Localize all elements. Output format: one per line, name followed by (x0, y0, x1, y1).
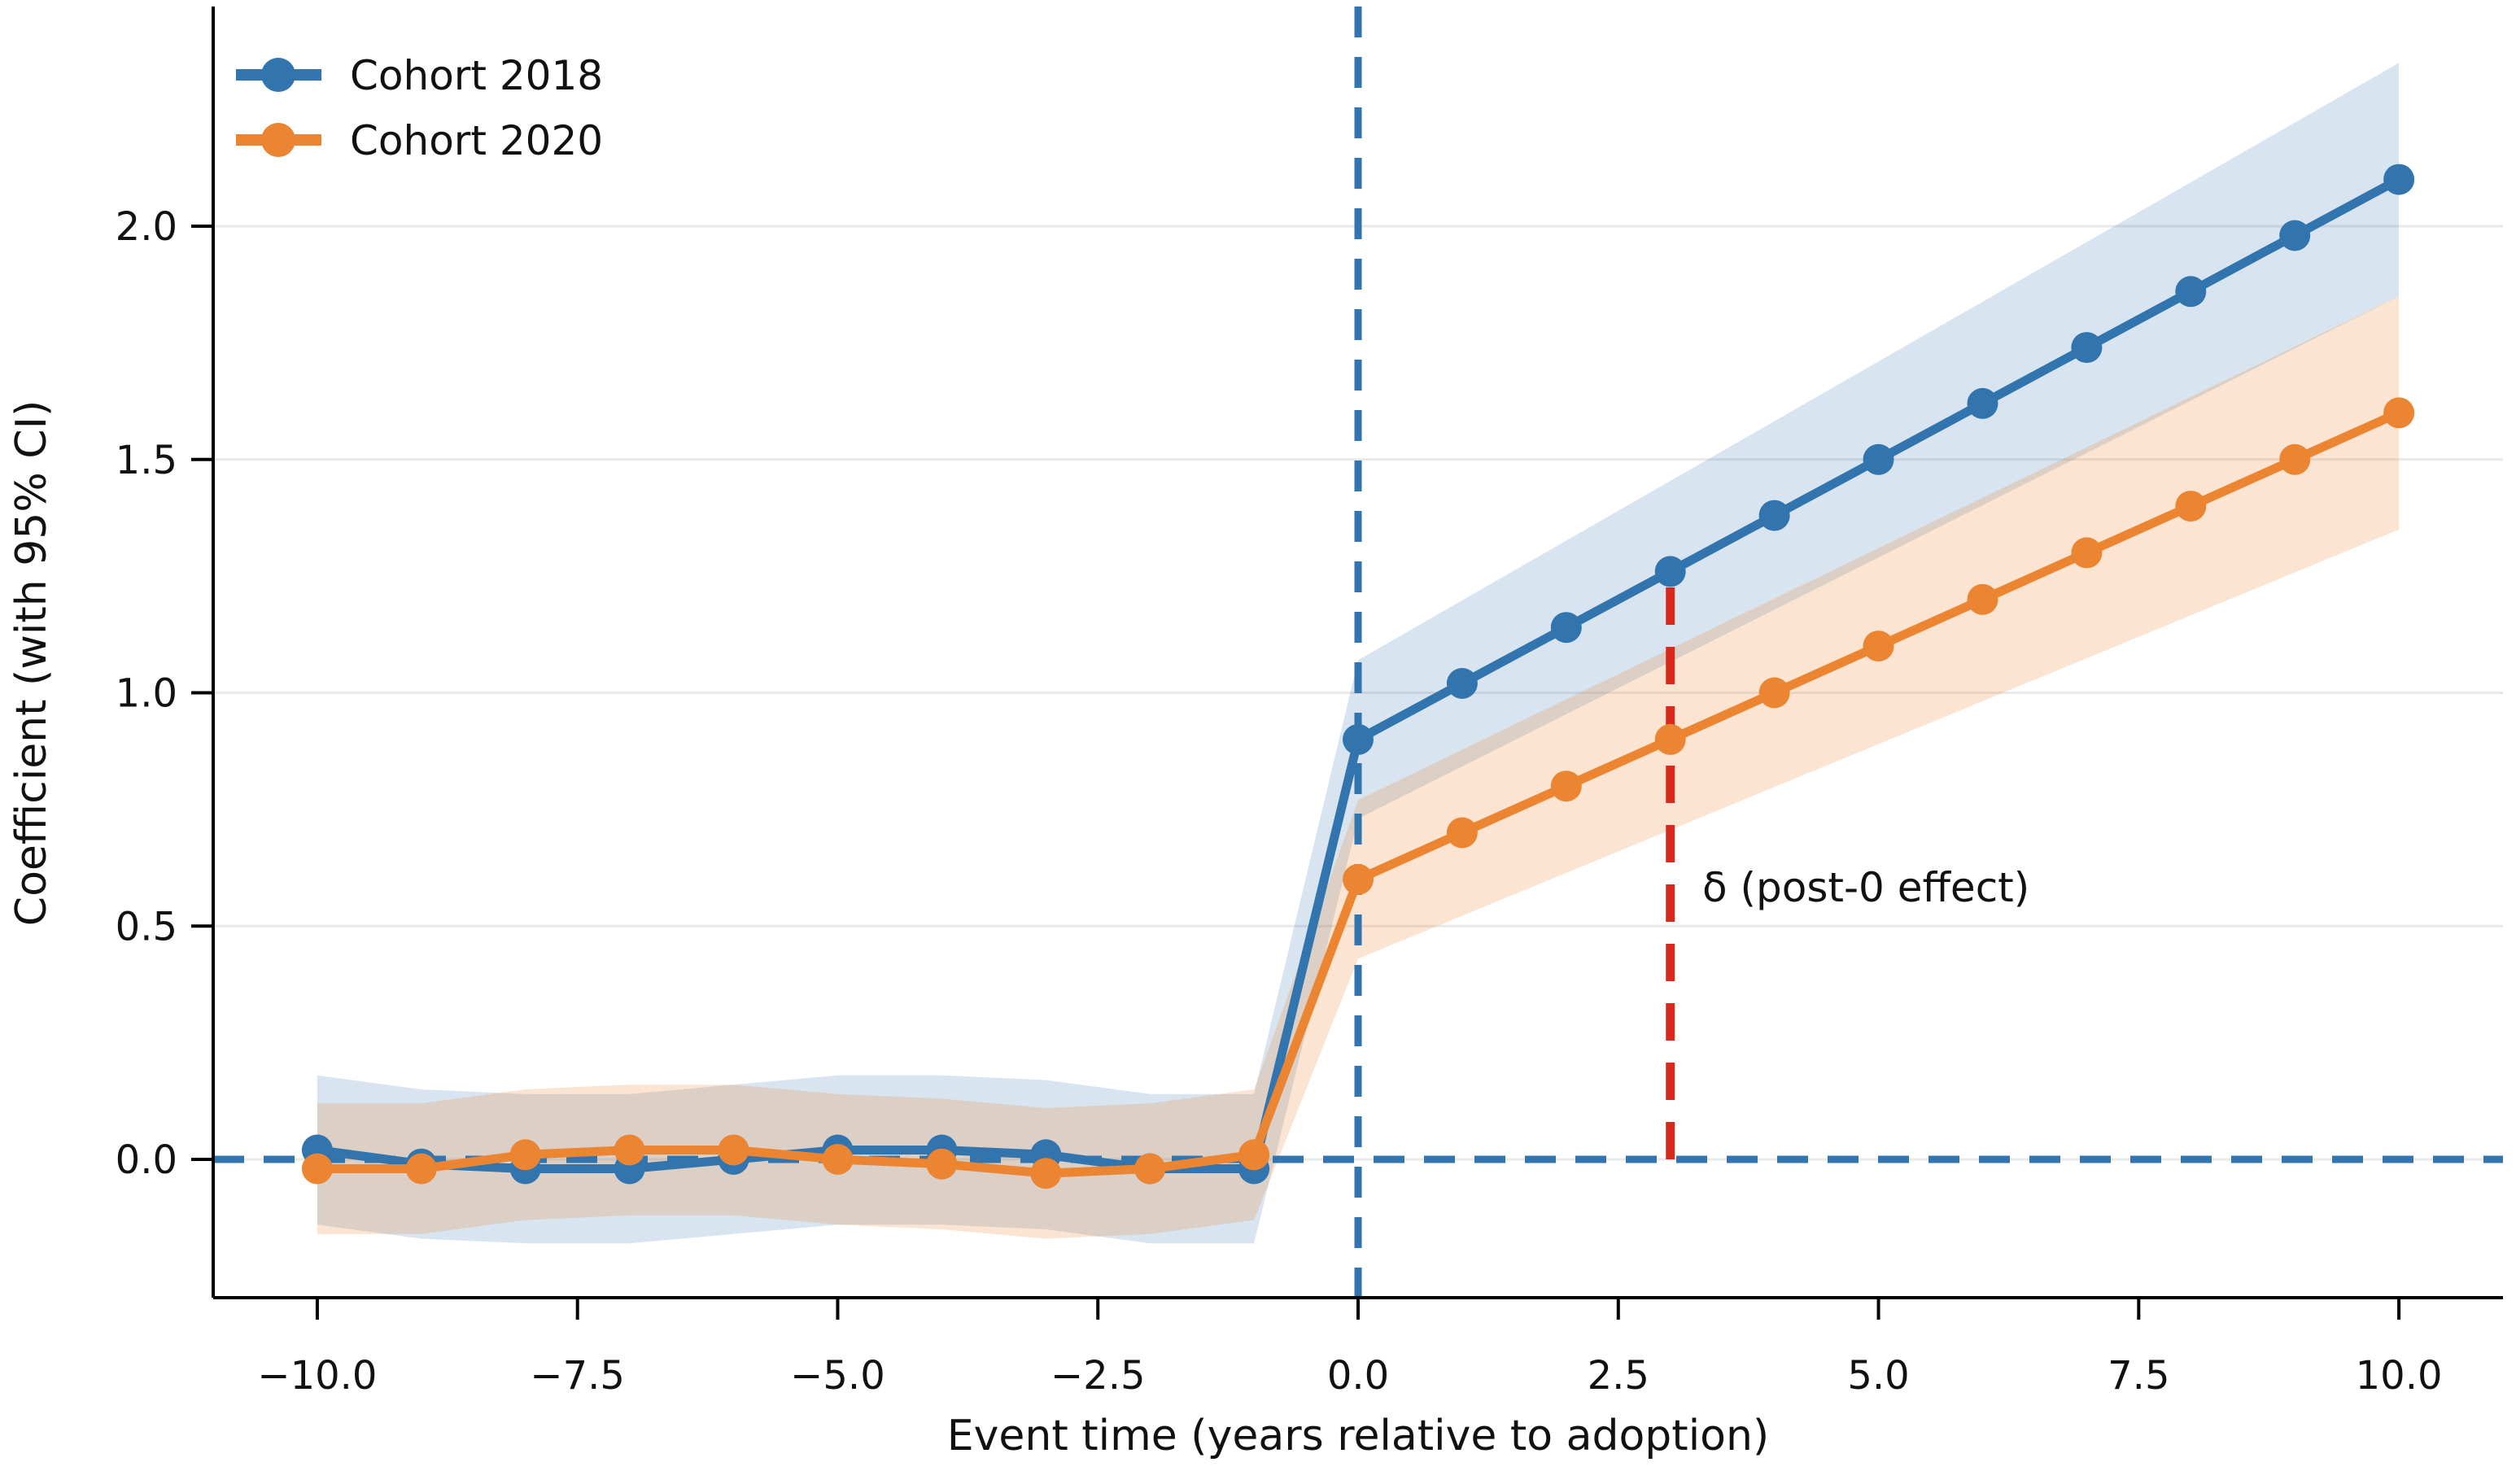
data-point-cohort-2018 (2279, 220, 2311, 251)
data-point-cohort-2020 (2279, 443, 2311, 475)
legend-marker-orange (261, 123, 295, 157)
data-point-cohort-2020 (1654, 723, 1686, 755)
data-point-cohort-2020 (1446, 817, 1478, 849)
data-point-cohort-2020 (1967, 583, 1998, 615)
x-tick-label: 10.0 (2356, 1353, 2443, 1399)
legend-item-cohort-2020: Cohort 2020 (236, 117, 603, 164)
data-point-cohort-2018 (1446, 668, 1478, 699)
data-point-cohort-2020 (405, 1153, 437, 1185)
data-point-cohort-2020 (301, 1153, 333, 1185)
x-tick-label: 5.0 (1847, 1353, 1909, 1399)
legend-item-cohort-2018: Cohort 2018 (236, 52, 603, 99)
y-tick-label: 0.5 (116, 904, 177, 949)
data-point-cohort-2018 (1967, 387, 1998, 419)
legend: Cohort 2018 Cohort 2020 (236, 52, 603, 164)
delta-annotation-label: δ (post-0 effect) (1702, 864, 2029, 911)
x-tick-label: −10.0 (257, 1353, 377, 1399)
data-point-cohort-2020 (1550, 770, 1582, 802)
legend-label-cohort-2018: Cohort 2018 (350, 52, 603, 99)
data-point-cohort-2018 (1863, 443, 1894, 475)
legend-marker-blue (261, 58, 295, 92)
data-point-cohort-2018 (1550, 612, 1582, 644)
data-point-cohort-2018 (1654, 556, 1686, 587)
x-tick-label: 7.5 (2108, 1353, 2169, 1399)
y-tick-label: 1.5 (116, 438, 177, 483)
x-tick-label: 0.0 (1327, 1353, 1389, 1399)
data-point-cohort-2020 (1030, 1158, 1062, 1189)
y-axis-label: Coefficient (with 95% CI) (7, 400, 56, 926)
data-point-cohort-2020 (614, 1134, 645, 1166)
data-point-cohort-2020 (1758, 677, 1790, 709)
data-point-cohort-2020 (1134, 1153, 1166, 1185)
y-tick-label: 1.0 (116, 671, 177, 717)
data-point-cohort-2018 (1343, 723, 1374, 755)
data-point-cohort-2020 (718, 1134, 749, 1166)
data-point-cohort-2018 (2175, 276, 2207, 308)
data-point-cohort-2018 (1758, 500, 1790, 531)
plot-area: −10.0 −7.5 −5.0 −2.5 0.0 2.5 5.0 7.5 10.0 0.0 0.5 1… (116, 7, 2503, 1399)
data-point-cohort-2018 (2383, 164, 2415, 195)
legend-label-cohort-2020: Cohort 2020 (350, 117, 603, 164)
y-tick-label: 2.0 (116, 204, 177, 250)
data-point-cohort-2020 (2071, 537, 2103, 569)
y-tick-label: 0.0 (116, 1137, 177, 1183)
data-point-cohort-2020 (1863, 631, 1894, 662)
data-point-cohort-2018 (2071, 332, 2103, 364)
data-point-cohort-2020 (1343, 863, 1374, 895)
x-tick-label: −2.5 (1051, 1353, 1146, 1399)
data-point-cohort-2020 (2175, 491, 2207, 522)
x-tick-label: 2.5 (1588, 1353, 1649, 1399)
data-point-cohort-2020 (1238, 1139, 1270, 1171)
ci-band-cohort-2018 (317, 63, 2400, 1244)
data-point-cohort-2020 (822, 1144, 854, 1175)
x-tick-label: −5.0 (790, 1353, 885, 1399)
data-point-cohort-2020 (926, 1148, 958, 1180)
x-axis-label: Event time (years relative to adoption) (947, 1412, 1769, 1460)
data-point-cohort-2020 (2383, 397, 2415, 429)
data-point-cohort-2020 (509, 1139, 541, 1171)
x-tick-label: −7.5 (530, 1353, 625, 1399)
